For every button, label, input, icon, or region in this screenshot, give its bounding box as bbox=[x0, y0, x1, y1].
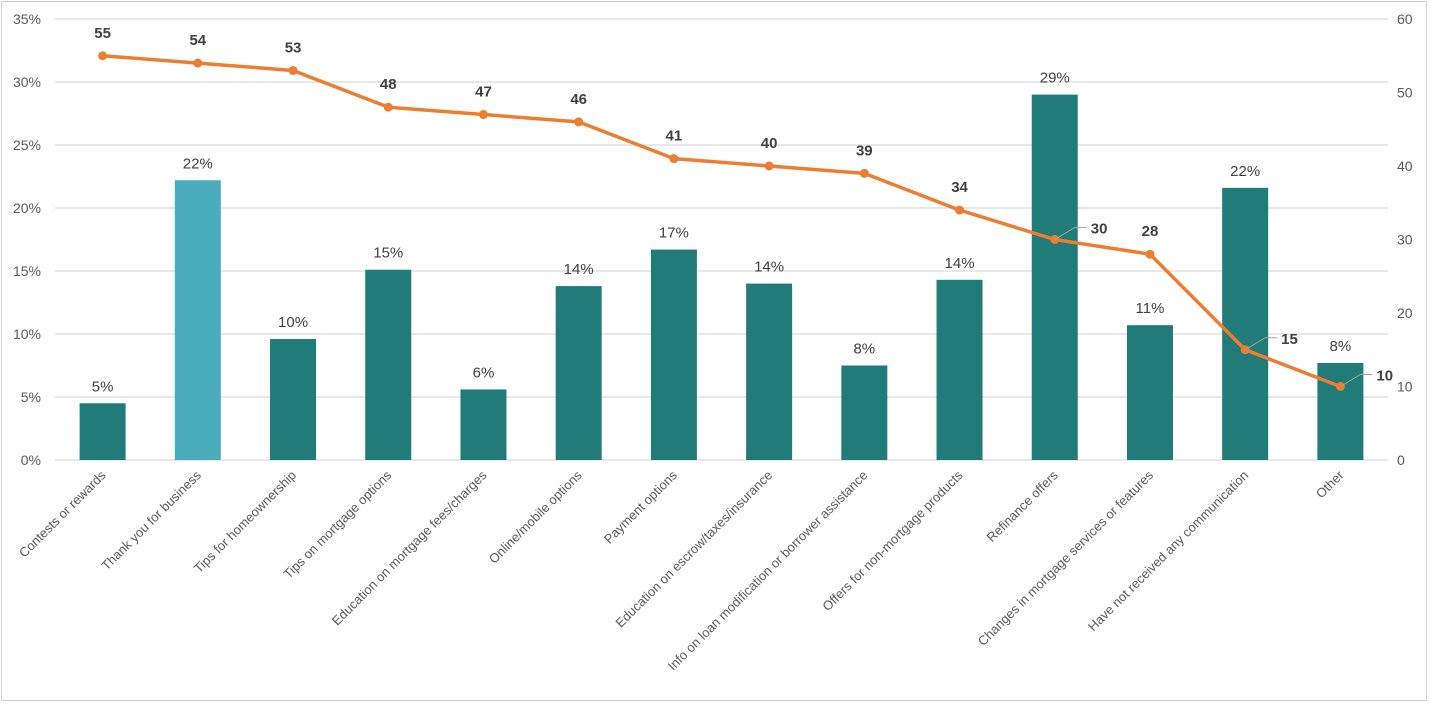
bar-data-label: 29% bbox=[1040, 70, 1070, 87]
line-point bbox=[478, 110, 488, 120]
leader-line bbox=[1054, 227, 1087, 240]
line-data-label: 54 bbox=[189, 32, 206, 49]
category-label: Online/mobile options bbox=[486, 467, 585, 566]
bar-data-label: 11% bbox=[1136, 300, 1165, 317]
line-data-label: 40 bbox=[761, 135, 778, 152]
bar-data-label: 14% bbox=[564, 261, 594, 278]
bar bbox=[650, 249, 697, 460]
left-axis-tick: 15% bbox=[13, 263, 41, 279]
line-data-label: 39 bbox=[856, 142, 873, 159]
category-label: Refinance offers bbox=[983, 467, 1061, 545]
line-data-label: 47 bbox=[475, 84, 492, 101]
bar-data-label: 8% bbox=[853, 341, 875, 358]
bar-data-label: 17% bbox=[659, 225, 689, 242]
bar-data-label: 14% bbox=[945, 255, 975, 272]
left-axis-tick: 25% bbox=[13, 137, 41, 153]
bar-data-label: 15% bbox=[373, 245, 403, 262]
line-point bbox=[193, 58, 203, 68]
right-axis-tick: 20 bbox=[1397, 305, 1413, 321]
category-label: Payment options bbox=[601, 467, 680, 546]
left-axis-tick: 0% bbox=[21, 452, 41, 468]
bar bbox=[1031, 94, 1078, 460]
line-data-label: 46 bbox=[570, 91, 587, 108]
category-label: Education on mortgage fees/charges bbox=[329, 467, 490, 628]
bar-data-label: 22% bbox=[1230, 163, 1260, 180]
right-axis-tick: 40 bbox=[1397, 158, 1413, 174]
category-label: Education on escrow/taxes/insurance bbox=[612, 468, 775, 631]
bar bbox=[79, 403, 126, 460]
right-axis-tick: 10 bbox=[1397, 379, 1413, 395]
line-data-label: 15 bbox=[1281, 331, 1298, 348]
leader-line bbox=[1244, 337, 1278, 351]
category-label: Info on loan modification or borrower as… bbox=[665, 468, 871, 674]
right-axis-tick: 30 bbox=[1397, 232, 1413, 248]
bar-data-label: 14% bbox=[754, 259, 784, 276]
line-data-label: 34 bbox=[951, 179, 968, 196]
line-point bbox=[764, 161, 774, 171]
line-series bbox=[102, 54, 1342, 389]
bar bbox=[460, 389, 507, 460]
bar bbox=[174, 180, 221, 460]
line-data-label: 28 bbox=[1142, 223, 1159, 240]
bar-data-label: 8% bbox=[1330, 338, 1352, 355]
bar-data-label: 10% bbox=[278, 314, 308, 331]
right-axis-tick: 60 bbox=[1397, 11, 1413, 27]
category-label: Thank you for business bbox=[98, 467, 204, 573]
category-label: Have not received any communication bbox=[1085, 468, 1251, 634]
line-data-label: 48 bbox=[380, 76, 397, 93]
bar bbox=[270, 339, 317, 460]
leader-line bbox=[1340, 374, 1373, 387]
bar-data-label: 5% bbox=[92, 378, 114, 395]
line-point bbox=[383, 102, 393, 112]
line-point bbox=[288, 65, 298, 75]
bar bbox=[1126, 325, 1173, 460]
left-axis-tick: 35% bbox=[13, 11, 41, 27]
line-point bbox=[955, 205, 965, 215]
bar bbox=[555, 286, 602, 460]
bar-data-label: 22% bbox=[183, 155, 213, 172]
line-data-label: 53 bbox=[285, 39, 302, 56]
left-axis-tick: 30% bbox=[13, 74, 41, 90]
bar-data-label: 6% bbox=[473, 364, 495, 381]
line-point bbox=[574, 117, 584, 127]
line-data-label: 55 bbox=[94, 25, 111, 42]
bar bbox=[841, 365, 888, 460]
bar bbox=[365, 269, 412, 460]
bar bbox=[746, 283, 793, 460]
left-axis-tick: 10% bbox=[13, 326, 41, 342]
line-point bbox=[98, 51, 108, 61]
left-axis-tick: 5% bbox=[21, 389, 41, 405]
bar bbox=[1222, 187, 1269, 460]
category-label: Changes in mortgage services or features bbox=[975, 467, 1157, 649]
right-axis-tick: 0 bbox=[1397, 452, 1405, 468]
right-axis-tick: 50 bbox=[1397, 85, 1413, 101]
category-label: Tips on mortgage options bbox=[280, 467, 394, 581]
line-data-label: 41 bbox=[666, 128, 683, 145]
line-point bbox=[669, 154, 679, 164]
left-axis-tick: 20% bbox=[13, 200, 41, 216]
category-label: Contests or rewards bbox=[16, 467, 109, 560]
bar bbox=[1317, 362, 1364, 460]
bar bbox=[936, 279, 983, 460]
line-data-label: 10 bbox=[1376, 368, 1393, 385]
line-point bbox=[1145, 249, 1155, 259]
category-label: Tips for homeownership bbox=[191, 468, 299, 576]
line-point bbox=[859, 168, 869, 178]
category-label: Other bbox=[1313, 467, 1347, 501]
line-data-label: 30 bbox=[1091, 221, 1108, 238]
